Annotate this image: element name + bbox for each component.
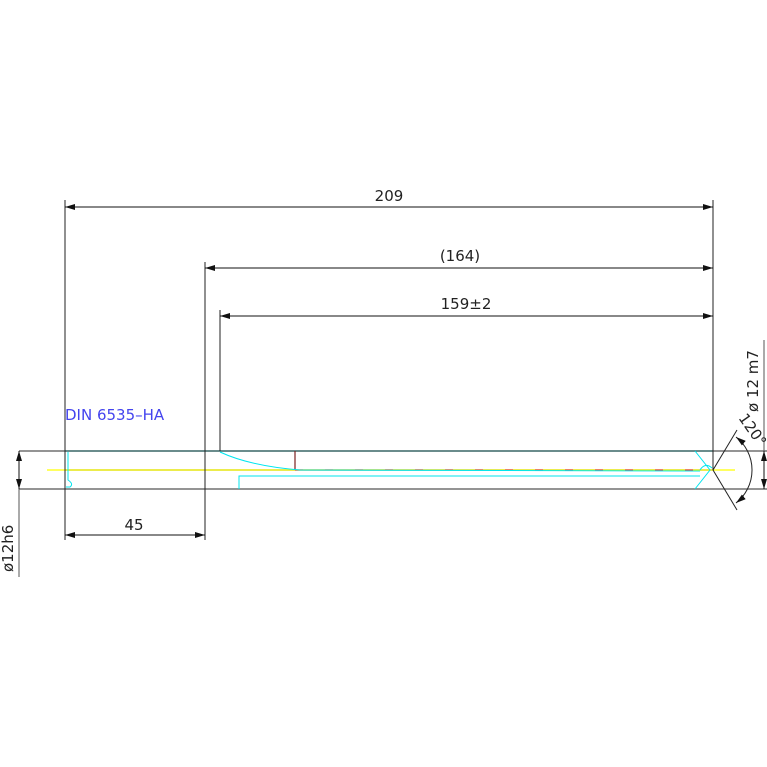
flute-length-label: 159±2 — [441, 295, 492, 313]
cutting-diameter-label: ø 12 m7 — [744, 350, 762, 412]
point-angle-label: 120° — [735, 410, 767, 450]
flute-profile — [66, 450, 713, 490]
shank-length-label: 45 — [124, 516, 143, 534]
shank-diameter-label: ø12h6 — [0, 525, 17, 572]
extension-lines — [18, 200, 765, 577]
dimension-lines — [16, 204, 767, 538]
reference-length-label: (164) — [440, 247, 480, 265]
part-label: DIN 6535–HA — [65, 406, 165, 424]
point-angle — [712, 429, 753, 511]
overall-length-label: 209 — [375, 187, 404, 205]
